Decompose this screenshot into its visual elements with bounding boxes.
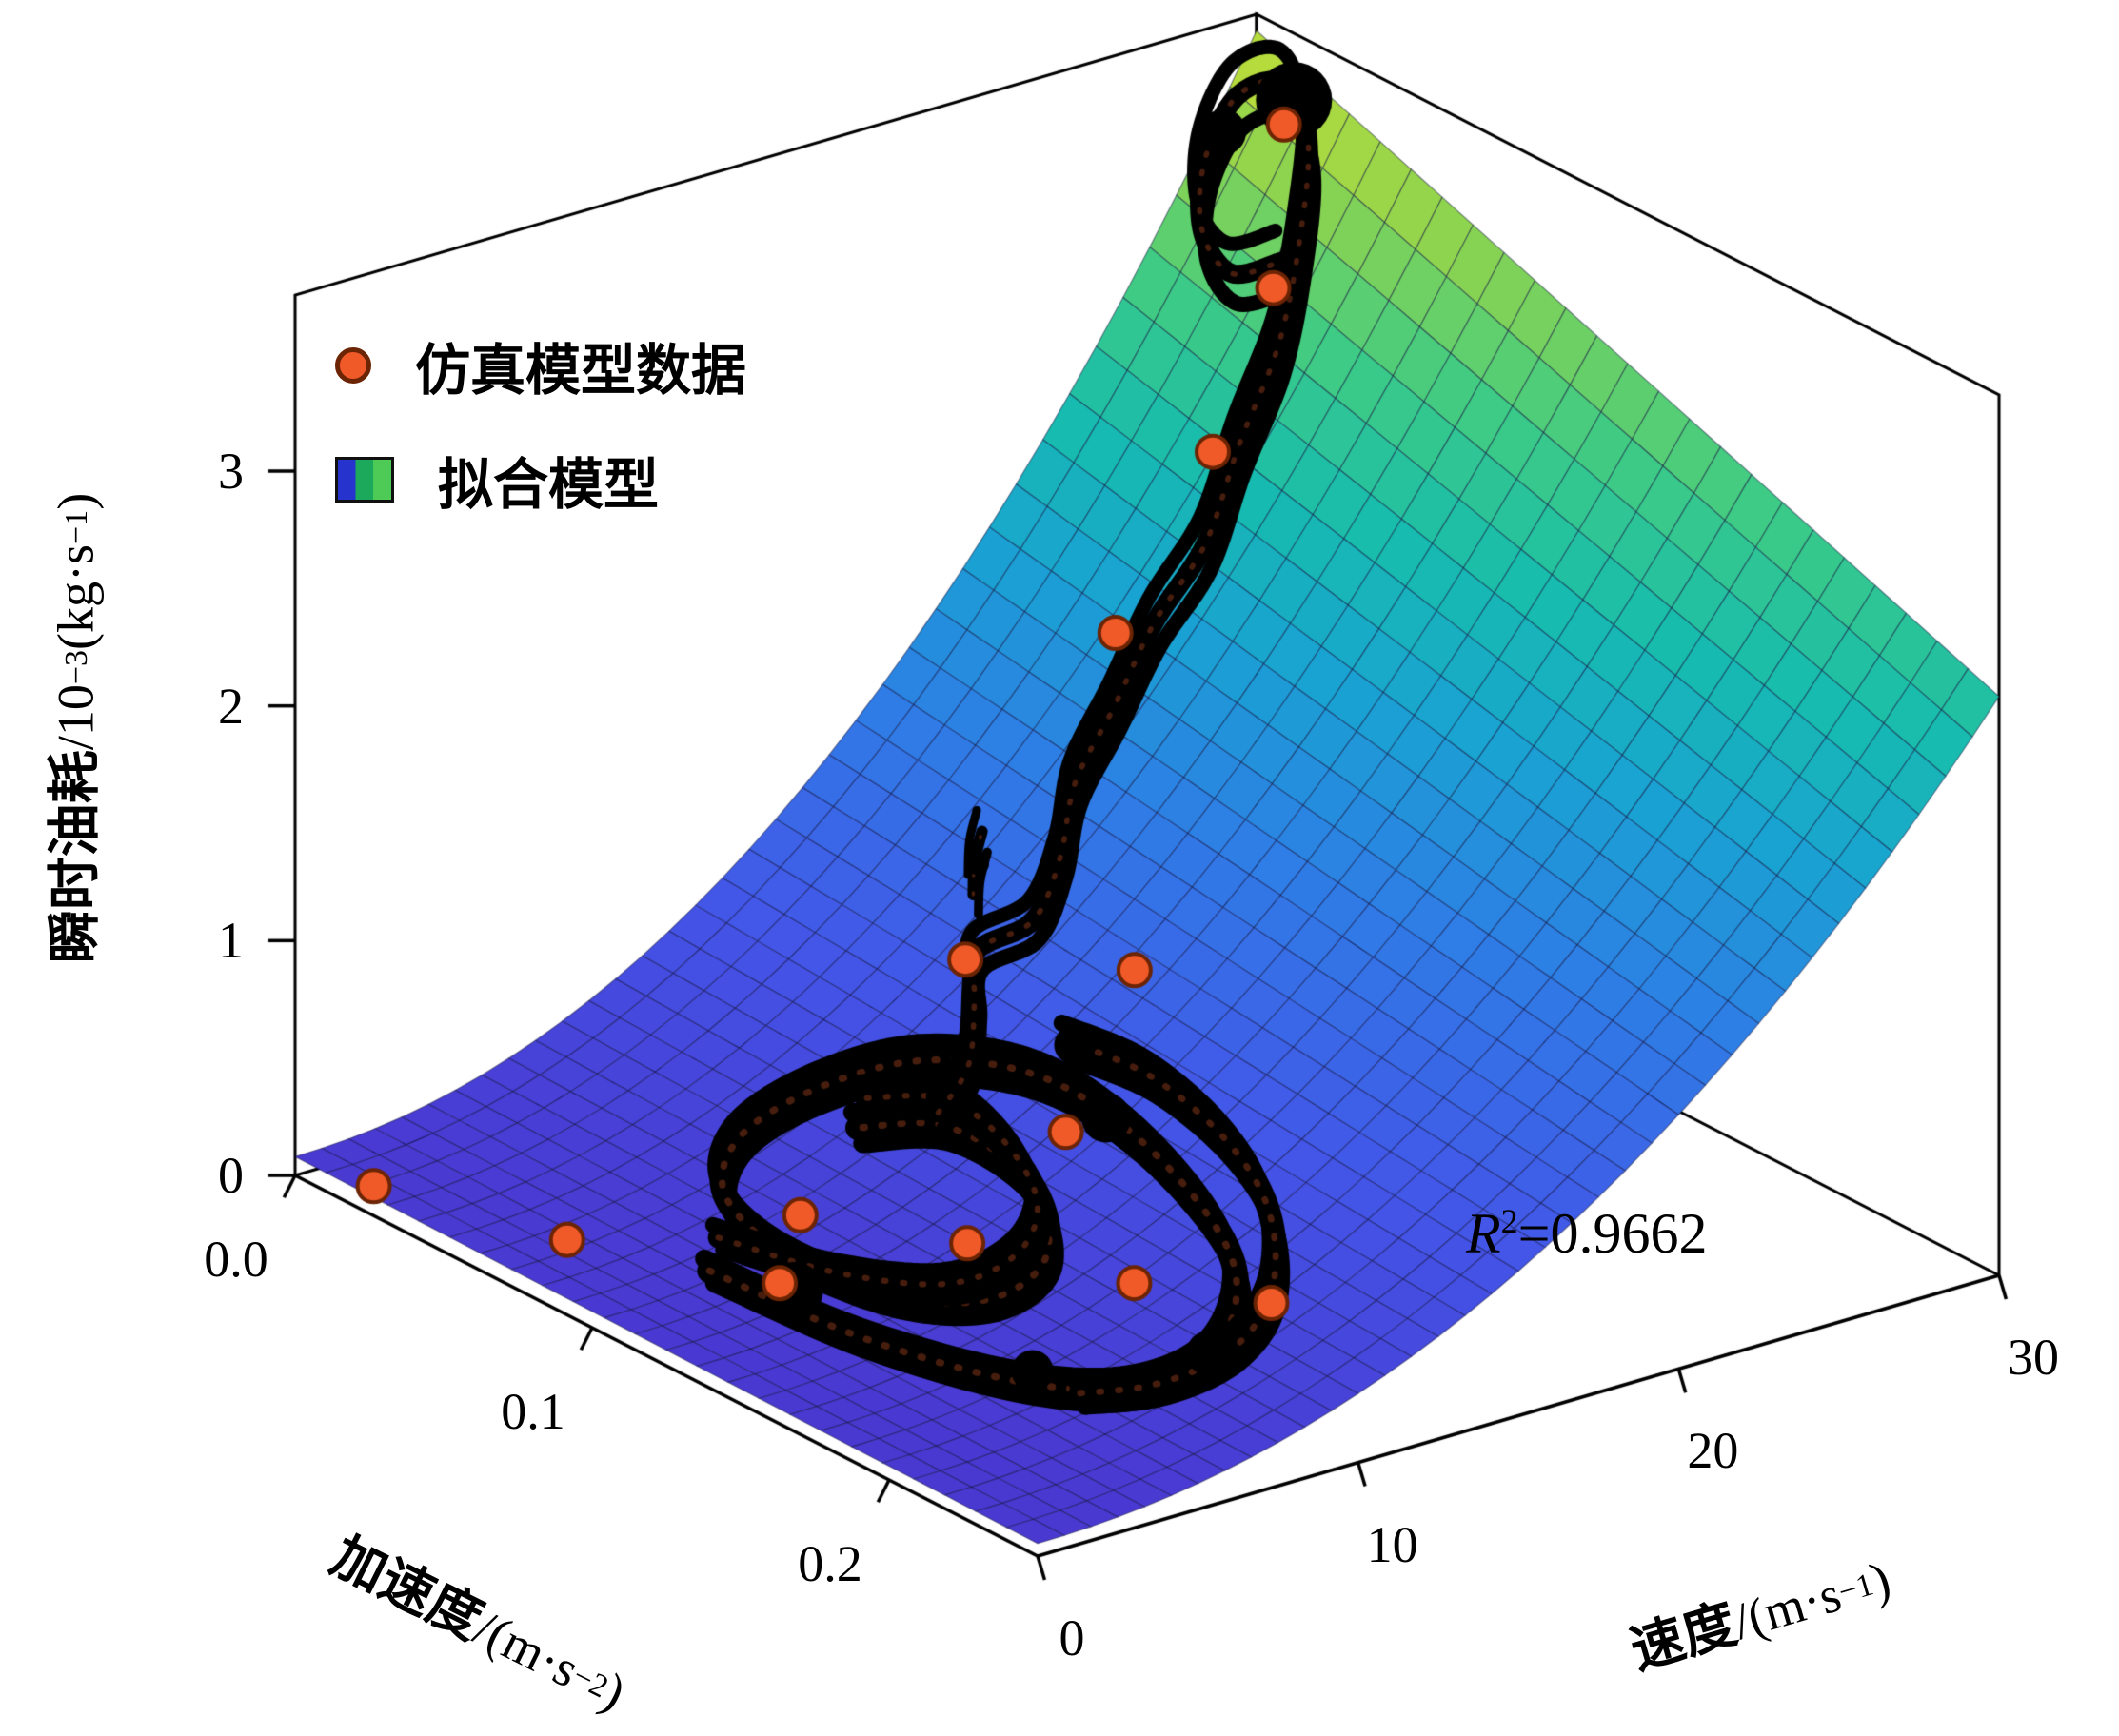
surface-plot-canvas [0,0,2119,1736]
figure-3d-fuel-surface: 瞬时油耗/10−3(kg·s−1) 加速度/(m·s−2) 速度/(m·s−1)… [0,0,2119,1736]
